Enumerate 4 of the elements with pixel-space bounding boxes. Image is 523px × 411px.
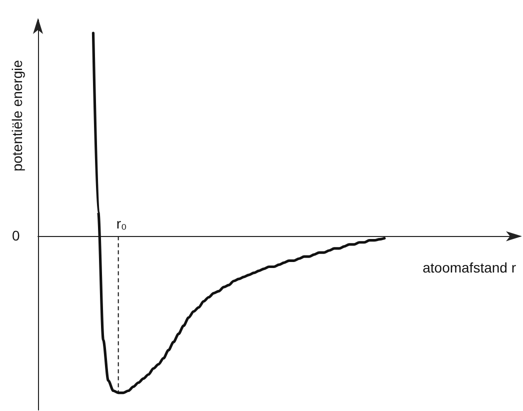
y-axis-title: potentiële energie	[9, 60, 25, 172]
text: 0	[12, 227, 20, 244]
x-axis-title: atoomafstand r	[422, 259, 516, 276]
annotation: r₀	[116, 215, 127, 232]
